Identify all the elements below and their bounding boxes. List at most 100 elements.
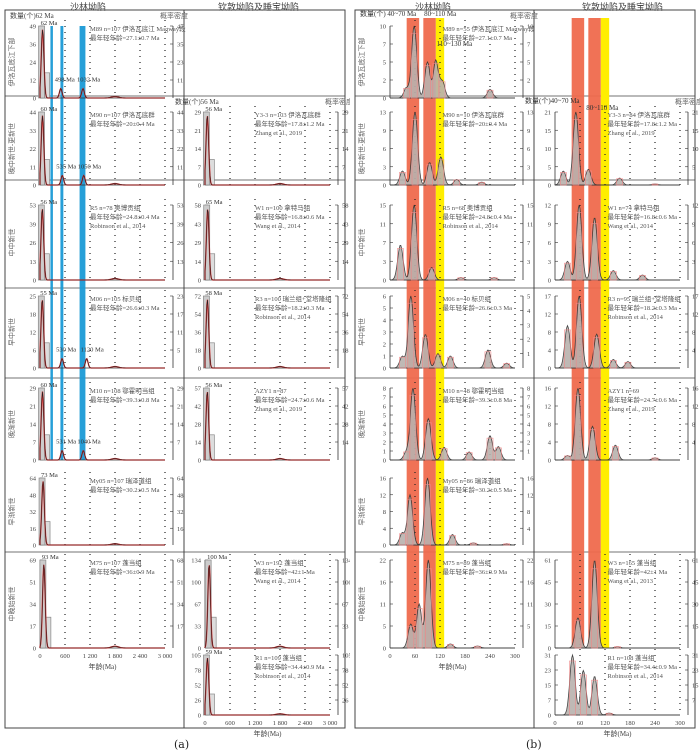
x-tick-label: 60	[412, 653, 419, 660]
epoch-label: 早中新世	[7, 318, 16, 346]
x-axis-title: 年龄(Ma)	[89, 662, 118, 671]
panel-frame	[4, 9, 346, 729]
y-tick-label-left: 7	[383, 240, 387, 247]
y-tick-label-left: 0	[548, 278, 551, 285]
y-tick-label-left: 6	[383, 404, 387, 411]
y-tick-label-left: 5	[383, 60, 386, 67]
y-tick-label-left: 0	[198, 646, 201, 653]
youngest-age-label: 最年轻年龄=17.8±1.2 Ma	[608, 119, 678, 128]
y-tick-label-right: 9	[527, 128, 530, 135]
y-tick-label-left: 12	[30, 78, 37, 85]
y-tick-label-left: 7	[33, 440, 37, 447]
y-tick-label-right: 45	[692, 580, 699, 587]
y-tick-label-left: 0	[383, 646, 386, 653]
histogram-bar	[639, 275, 646, 281]
y-tick-label-left: 6	[383, 294, 387, 301]
youngest-age-label: 最年轻年龄=30.2±0.5 Ma	[443, 485, 513, 494]
epoch-label: 中晚始新世	[357, 587, 366, 622]
y-tick-label-left: 4	[383, 422, 387, 429]
y-tick-label-right: 1	[527, 351, 530, 358]
y-tick-label-right: 51	[177, 580, 184, 587]
y-tick-label-left: 69	[30, 558, 37, 565]
y-tick-label-left: 72	[195, 294, 202, 301]
y-tick-label-left: 134	[191, 558, 202, 565]
subplot-M10: 0 7 14 21 29 7 14 21 29 60 Ma 531 Ma 1040 Ma M10 n=1…	[30, 382, 184, 465]
reference-label: Zhang et al., 2019	[255, 406, 302, 413]
histogram-bar	[591, 568, 598, 649]
column-header-a-right: 钦敦坳陷及睡宝坳陷	[218, 3, 300, 13]
y-tick-label-left: 7	[383, 42, 387, 49]
youngest-age-label: 最年轻年龄=24.7±0.6 Ma	[608, 395, 678, 404]
y-tick-label-left: 52	[195, 683, 202, 690]
sample-label: R3 n=100 瑞兰组+堂塔隆组	[255, 294, 332, 303]
epoch-label: 晚中新世-更新世	[357, 123, 366, 174]
peak-label: 498 Ma	[55, 77, 75, 84]
y-tick-label-left: 0	[198, 278, 201, 285]
y-tick-label-left: 15	[545, 128, 552, 135]
histogram-bar	[591, 223, 598, 281]
histogram-bar	[651, 457, 659, 461]
histogram-bar	[593, 337, 600, 369]
histogram-bar	[410, 32, 418, 99]
y-tick-label-left: 5	[548, 164, 551, 171]
y-tick-label-left: 4	[383, 526, 387, 533]
y-tick-label-left: 100	[191, 580, 201, 587]
y-tick-label-right: 4	[692, 348, 696, 355]
pdp-curve	[204, 299, 330, 369]
histogram-bar	[447, 644, 454, 649]
y-tick-label-right: 43	[342, 221, 349, 228]
y-tick-label-left: 5	[383, 413, 386, 420]
youngest-age-label: 最年轻年龄=42±1 Ma	[608, 567, 668, 576]
y-tick-label-right: 26	[342, 698, 349, 705]
y-tick-label-right: 14	[177, 422, 184, 429]
kde-curve	[39, 564, 165, 649]
y-tick-label-left: 17	[30, 624, 37, 631]
histogram-bar	[407, 626, 415, 649]
y-tick-label-left: 0	[198, 458, 201, 465]
histogram-bar	[614, 646, 621, 649]
x-axis-title: 年龄(Ma)	[604, 729, 633, 738]
sample-label: R5 n=78 奥博贡组	[90, 203, 141, 212]
y-tick-label-left: 36	[195, 330, 202, 337]
y-tick-label-right: 7	[177, 440, 181, 447]
band-blue	[50, 26, 53, 460]
y-tick-label-left: 8	[548, 422, 551, 429]
histogram-bar	[585, 170, 592, 186]
histogram-bar	[415, 608, 423, 649]
subplot-M90: 0 11 22 33 44 11 22 33 44 60 Ma 535 Ma 1050 Ma M90 n…	[30, 106, 184, 190]
y-tick-label-left: 10	[380, 24, 387, 31]
y-tick-label-left: 13	[30, 259, 37, 266]
histogram-bar	[403, 87, 410, 99]
histogram-bar	[569, 660, 576, 716]
reference-label: Wang et al., 2013	[608, 578, 654, 585]
histogram-bar	[575, 212, 583, 281]
y-tick-label-right: 14	[342, 440, 349, 447]
y-tick-label-right: 16	[177, 526, 184, 533]
y-tick-label-left: 15	[380, 203, 387, 210]
youngest-age-label: 最年轻年龄=26.6±0.3 Ma	[90, 303, 160, 312]
y-tick-label-left: 25	[30, 294, 37, 301]
y-tick-label-right: 8	[527, 386, 530, 393]
density-axis-title: 概率密度	[160, 11, 188, 20]
histogram-bar	[574, 394, 582, 461]
y-tick-label-left: 0	[548, 366, 551, 373]
y-tick-label-left: 105	[191, 653, 201, 660]
sample-label: M10 n=108 鄂霍明当组	[90, 386, 155, 395]
y-tick-label-left: 3	[383, 259, 386, 266]
subplot-My05: 0 16 32 48 64 16 32 48 64 73 Ma My05 n=107 瑞泽道组最年轻…	[30, 472, 184, 550]
histogram-bar	[605, 712, 613, 716]
histogram-bar	[397, 248, 404, 281]
y-tick-label-left: 0	[33, 543, 36, 550]
caption-b: (b)	[526, 738, 542, 751]
y-tick-label-right: 52	[342, 683, 349, 690]
y-tick-label-left: 26	[30, 240, 37, 247]
y-tick-label-right: 16	[527, 476, 534, 483]
density-axis-title: 概率密度	[325, 97, 350, 106]
kde-area	[390, 559, 515, 649]
y-tick-label-left: 8	[548, 330, 551, 337]
peak-label: 60 Ma	[41, 382, 58, 389]
epoch-label: 伊洛瓦底江下部	[7, 38, 16, 87]
